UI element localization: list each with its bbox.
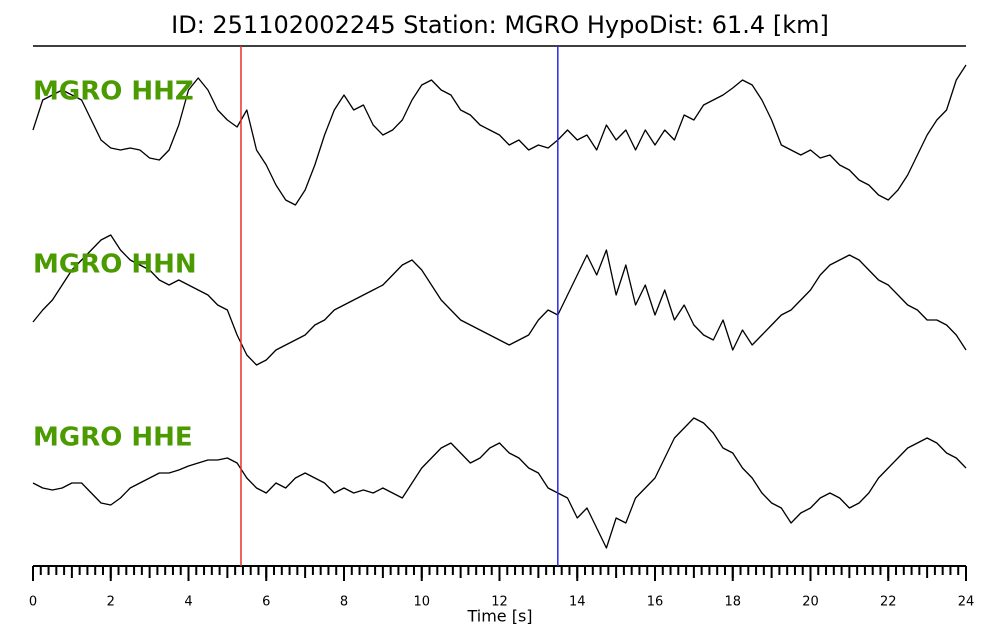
- x-tick-label: 22: [880, 595, 897, 610]
- x-tick-label: 0: [29, 595, 37, 610]
- x-tick-label: 10: [413, 595, 430, 610]
- x-tick-label: 20: [802, 595, 819, 610]
- x-tick-label: 12: [491, 595, 508, 610]
- x-tick-label: 24: [958, 595, 975, 610]
- trace-label: MGRO HHZ: [33, 77, 194, 107]
- x-tick-label: 16: [647, 595, 664, 610]
- x-tick-label: 8: [340, 595, 348, 610]
- waveform: [32, 234, 967, 366]
- x-tick-label: 14: [569, 595, 586, 610]
- x-tick-label: 18: [724, 595, 741, 610]
- x-tick-label: 2: [107, 595, 115, 610]
- x-tick-label: 6: [262, 595, 270, 610]
- x-axis-label: Time [s]: [466, 607, 532, 626]
- x-tick-label: 4: [184, 595, 192, 610]
- trace-label: MGRO HHE: [33, 423, 193, 453]
- waveform: [32, 64, 967, 206]
- waveform: [32, 417, 967, 549]
- chart-title: ID: 251102002245 Station: MGRO HypoDist:…: [171, 11, 829, 39]
- trace-label: MGRO HHN: [33, 250, 197, 280]
